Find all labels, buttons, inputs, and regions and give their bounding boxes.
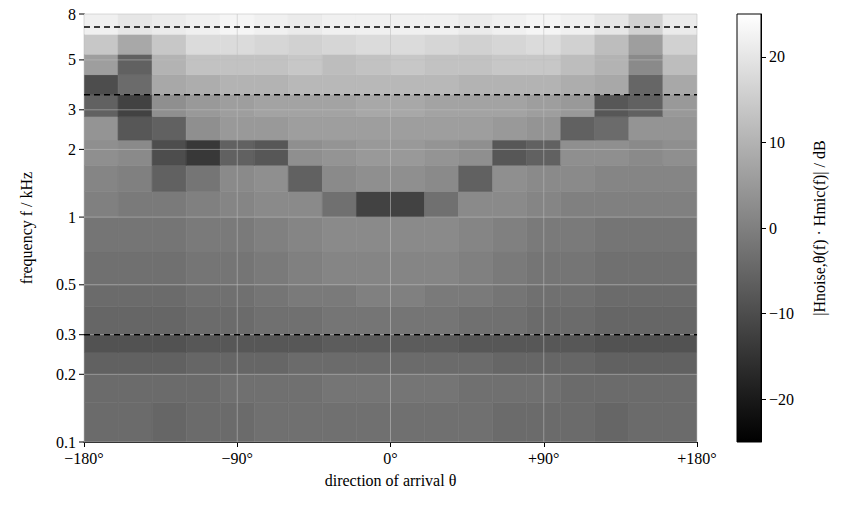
svg-text:direction of arrival θ: direction of arrival θ (325, 472, 457, 489)
svg-text:10: 10 (769, 134, 785, 151)
svg-text:2: 2 (68, 141, 76, 158)
svg-text:0.5: 0.5 (56, 276, 76, 293)
svg-text:+90°: +90° (528, 450, 559, 467)
svg-text:0.3: 0.3 (56, 326, 76, 343)
svg-text:3: 3 (68, 101, 76, 118)
svg-text:−90°: −90° (222, 450, 253, 467)
svg-text:0: 0 (769, 220, 777, 237)
svg-text:20: 20 (769, 48, 785, 65)
svg-text:−20: −20 (769, 391, 794, 408)
svg-text:+180°: +180° (677, 450, 716, 467)
svg-text:1: 1 (68, 209, 76, 226)
svg-text:8: 8 (68, 6, 76, 23)
svg-text:5: 5 (68, 51, 76, 68)
svg-text:0.2: 0.2 (56, 366, 76, 383)
svg-text:0.1: 0.1 (56, 434, 76, 451)
svg-text:frequency f / kHz: frequency f / kHz (18, 172, 36, 284)
svg-text:|Hnoise,θ(f) · Hmic(f)| / dB: |Hnoise,θ(f) · Hmic(f)| / dB (811, 140, 829, 315)
svg-text:0°: 0° (383, 450, 397, 467)
svg-text:−10: −10 (769, 305, 794, 322)
svg-text:−180°: −180° (64, 450, 103, 467)
